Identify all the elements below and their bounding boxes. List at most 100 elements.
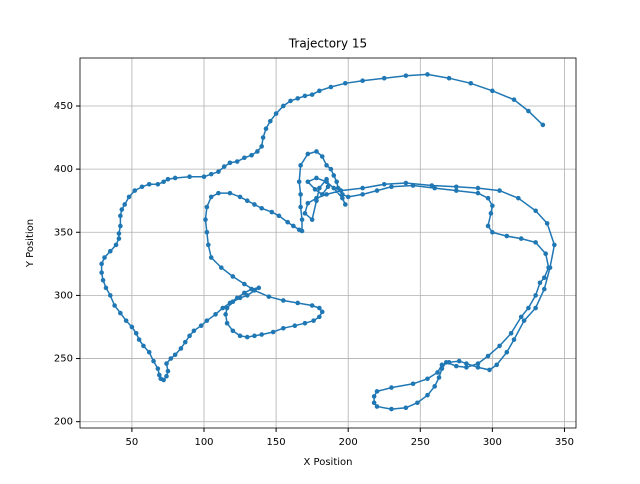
trajectory-point bbox=[99, 270, 104, 275]
trajectory-point bbox=[172, 175, 178, 181]
trajectory-point bbox=[129, 324, 135, 330]
trajectory-point bbox=[165, 368, 171, 374]
trajectory-point bbox=[410, 183, 416, 188]
trajectory-point bbox=[454, 184, 459, 190]
trajectory-point bbox=[133, 330, 139, 336]
trajectory-point bbox=[485, 195, 491, 201]
trajectory-point bbox=[230, 299, 236, 305]
trajectory-point bbox=[298, 204, 303, 210]
x-axis-label: X Position bbox=[304, 457, 353, 468]
trajectory-point bbox=[139, 184, 145, 190]
x-tick-label: 300 bbox=[483, 437, 502, 448]
trajectory-point bbox=[123, 318, 129, 323]
trajectory-point bbox=[237, 295, 243, 301]
trajectory-point bbox=[102, 255, 107, 260]
trajectory-point bbox=[475, 361, 481, 366]
x-tick-label: 100 bbox=[194, 437, 213, 448]
trajectory-point bbox=[468, 80, 474, 86]
trajectory-point bbox=[436, 375, 442, 380]
trajectory-point bbox=[485, 223, 491, 229]
trajectory-point bbox=[270, 329, 276, 335]
trajectory-point bbox=[456, 358, 462, 364]
trajectory-point bbox=[296, 179, 302, 185]
trajectory-point bbox=[439, 362, 445, 368]
trajectory-point bbox=[165, 176, 171, 182]
trajectory-point bbox=[155, 181, 161, 187]
trajectory-point bbox=[381, 75, 387, 81]
trajectory-point bbox=[317, 305, 322, 311]
trajectory-point bbox=[146, 349, 152, 355]
y-axis-label: Y Position bbox=[25, 219, 36, 268]
trajectory-point bbox=[334, 179, 339, 185]
trajectory-point bbox=[298, 192, 303, 197]
trajectory-point bbox=[204, 229, 210, 235]
trajectory-point bbox=[252, 288, 257, 293]
trajectory-point bbox=[511, 337, 517, 342]
trajectory-point bbox=[201, 174, 207, 180]
trajectory-point bbox=[141, 343, 146, 349]
trajectory-point bbox=[292, 323, 298, 329]
y-tick-label: 250 bbox=[54, 354, 73, 365]
trajectory-point bbox=[533, 208, 538, 214]
trajectory-point bbox=[331, 185, 337, 191]
trajectory-point bbox=[544, 221, 550, 226]
trajectory-point bbox=[295, 300, 301, 306]
trajectory-point bbox=[319, 154, 325, 159]
trajectory-point bbox=[208, 194, 214, 200]
trajectory-point bbox=[311, 318, 316, 323]
trajectory-point bbox=[343, 202, 348, 207]
trajectory-point bbox=[432, 384, 437, 389]
trajectory-point bbox=[291, 223, 296, 229]
trajectory-point bbox=[381, 181, 387, 187]
trajectory-point bbox=[118, 213, 123, 219]
trajectory-point bbox=[164, 361, 169, 366]
trajectory-point bbox=[295, 96, 301, 101]
trajectory-point bbox=[216, 190, 221, 196]
trajectory-point bbox=[319, 309, 325, 315]
trajectory-point bbox=[244, 293, 250, 298]
trajectory-point bbox=[425, 376, 430, 382]
trajectory-point bbox=[208, 255, 214, 260]
trajectory-point bbox=[328, 166, 334, 172]
x-tick-label: 350 bbox=[555, 437, 574, 448]
trajectory-point bbox=[273, 111, 279, 116]
trajectory-point bbox=[100, 277, 106, 283]
trajectory-point bbox=[237, 194, 243, 200]
trajectory-point bbox=[547, 265, 553, 270]
trajectory-point bbox=[475, 185, 481, 191]
trajectory-point bbox=[454, 188, 459, 193]
trajectory-point bbox=[244, 334, 250, 340]
trajectory-point bbox=[511, 97, 517, 102]
trajectory-point bbox=[299, 228, 305, 234]
trajectory-point bbox=[314, 198, 319, 203]
trajectory-point bbox=[526, 108, 531, 114]
trajectory-point bbox=[302, 211, 308, 216]
trajectory-point bbox=[260, 135, 266, 140]
trajectory-point bbox=[136, 337, 142, 342]
trajectory-point bbox=[508, 330, 514, 336]
trajectory-point bbox=[435, 370, 440, 375]
trajectory-point bbox=[113, 242, 119, 248]
trajectory-point bbox=[345, 194, 351, 200]
trajectory-point bbox=[475, 190, 481, 196]
trajectory-point bbox=[389, 406, 394, 412]
chart-title: Trajectory 15 bbox=[288, 37, 367, 51]
trajectory-point bbox=[360, 185, 365, 191]
trajectory-point bbox=[285, 219, 290, 225]
trajectory-point bbox=[172, 352, 178, 358]
trajectory-point bbox=[252, 202, 257, 207]
trajectory-point bbox=[521, 318, 527, 323]
trajectory-point bbox=[533, 293, 538, 298]
trajectory-point bbox=[219, 265, 224, 270]
trajectory-point bbox=[263, 126, 269, 132]
trajectory-point bbox=[309, 217, 315, 222]
trajectory-point bbox=[314, 175, 319, 181]
trajectory-point bbox=[488, 211, 494, 216]
trajectory-point bbox=[317, 185, 322, 191]
trajectory-point bbox=[281, 103, 286, 109]
trajectory-point bbox=[146, 181, 152, 187]
trajectory-point bbox=[281, 325, 286, 331]
trajectory-point bbox=[132, 188, 138, 193]
trajectory-point bbox=[504, 233, 510, 239]
trajectory-point bbox=[317, 314, 322, 320]
